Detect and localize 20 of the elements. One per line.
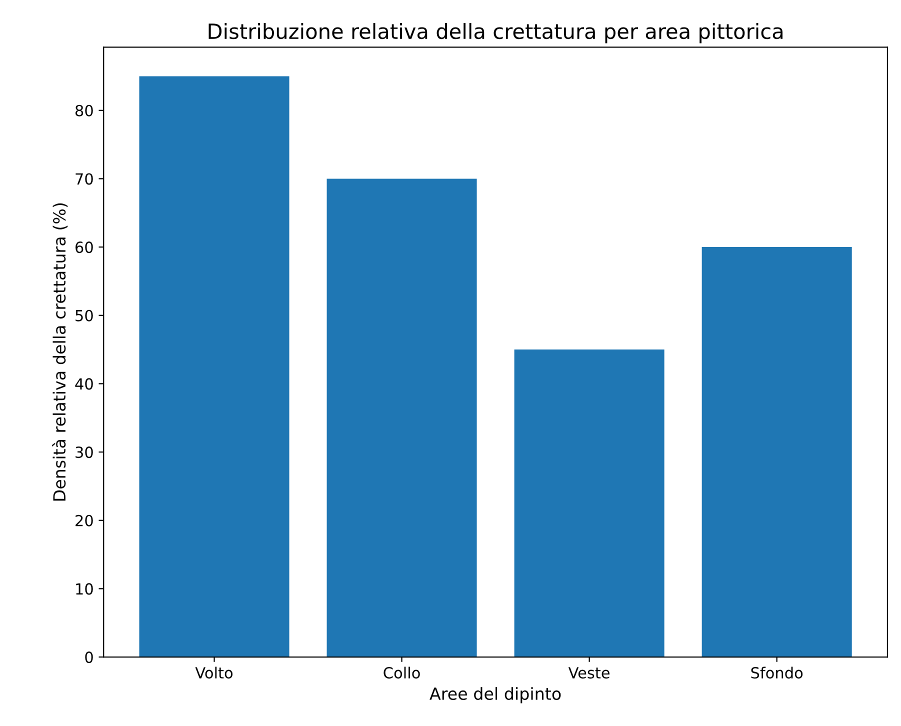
y-axis-title: Densità relativa della crettatura (%): [52, 203, 68, 501]
x-tick-label: Volto: [195, 666, 233, 679]
bar: [139, 76, 290, 658]
chart-title: Distribuzione relativa della crettatura per area pittorica: [208, 23, 782, 44]
x-tick-label: Sfondo: [751, 666, 803, 679]
y-tick-label: 40: [75, 378, 93, 390]
y-tick-label: 50: [76, 310, 93, 322]
x-tick-label: Collo: [384, 666, 420, 679]
bar: [514, 350, 664, 658]
x-tick-label: Veste: [568, 667, 610, 679]
y-tick-label: 10: [76, 583, 93, 595]
y-tick-label: 70: [76, 173, 93, 185]
bar: [702, 247, 852, 658]
y-tick-label: 30: [76, 446, 93, 458]
y-tick-label: 20: [76, 514, 93, 526]
x-axis-title: Aree del dipinto: [430, 687, 561, 704]
y-tick-label: 80: [75, 104, 93, 116]
bar: [326, 178, 477, 658]
y-tick-label: 60: [76, 242, 93, 254]
y-tick-label: 0: [85, 651, 93, 664]
